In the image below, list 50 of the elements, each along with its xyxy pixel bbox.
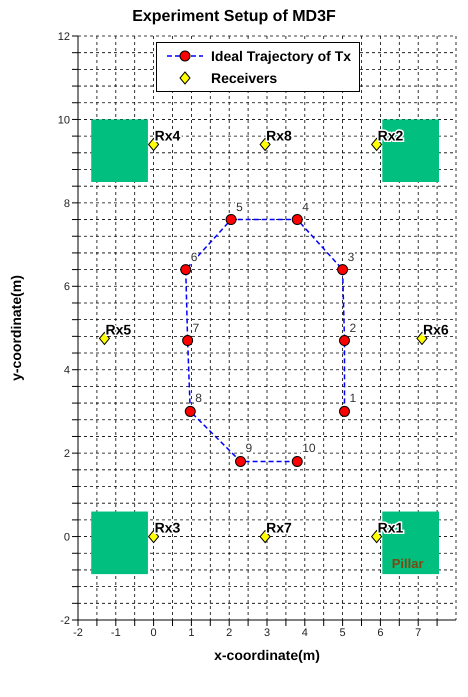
x-axis-title: x-coordinate(m): [214, 647, 320, 663]
point: [184, 406, 196, 417]
point: [292, 456, 303, 467]
x-tick-label: 0: [150, 626, 157, 639]
point: [338, 406, 350, 417]
x-tick-label: 2: [226, 626, 232, 639]
y-tick-label: 12: [58, 30, 70, 43]
annotation: 1: [348, 391, 358, 406]
annotation: 7: [192, 320, 200, 334]
y-tick-label: 2: [64, 448, 70, 460]
y-tick-label: 0: [64, 531, 70, 544]
point: [182, 335, 194, 346]
legend-label: Ideal Trajectory of Tx: [211, 48, 352, 64]
annotation: 5: [235, 200, 244, 214]
point: [338, 335, 350, 346]
x-tick-label: 3: [264, 626, 270, 639]
x-tick-label: 6: [377, 626, 384, 639]
annotation: Pillar: [392, 556, 424, 571]
annotation: 3: [346, 250, 356, 264]
annotation: 8: [194, 391, 203, 406]
annotation: 6: [190, 250, 198, 264]
x-tick-label: -1: [110, 626, 121, 639]
x-tick-label: 1: [188, 626, 194, 639]
annotation: 10: [301, 441, 317, 456]
data-label: Rx8: [266, 127, 292, 144]
annotation: 2: [348, 320, 358, 334]
y-tick-label: 10: [58, 114, 70, 126]
x-tick-label: 7: [415, 626, 422, 639]
point: [226, 214, 237, 226]
annotation: 9: [244, 441, 254, 456]
point: [337, 264, 348, 276]
x-tick-label: 4: [302, 626, 308, 639]
data-label: Rx3: [154, 520, 180, 536]
y-tick-label: -2: [60, 614, 70, 627]
chart-title: Experiment Setup of MD3F: [131, 8, 337, 27]
data-label: Rx4: [154, 127, 180, 144]
data-label: Rx7: [266, 520, 292, 536]
y-tick-label: 4: [64, 364, 70, 377]
annotation: 4: [301, 200, 310, 214]
data-label: Rx6: [422, 321, 449, 338]
point: [292, 214, 303, 226]
point: [235, 456, 246, 467]
y-tick-label: 6: [64, 281, 70, 294]
point: [180, 264, 192, 276]
data-label: Rx5: [105, 321, 132, 338]
x-tick-label: 5: [340, 626, 346, 639]
legend-label: Receivers: [211, 70, 278, 86]
y-tick-label: 8: [64, 198, 70, 210]
x-tick-label: -2: [73, 626, 83, 639]
y-axis-title: y-coordinate(m): [8, 275, 24, 381]
